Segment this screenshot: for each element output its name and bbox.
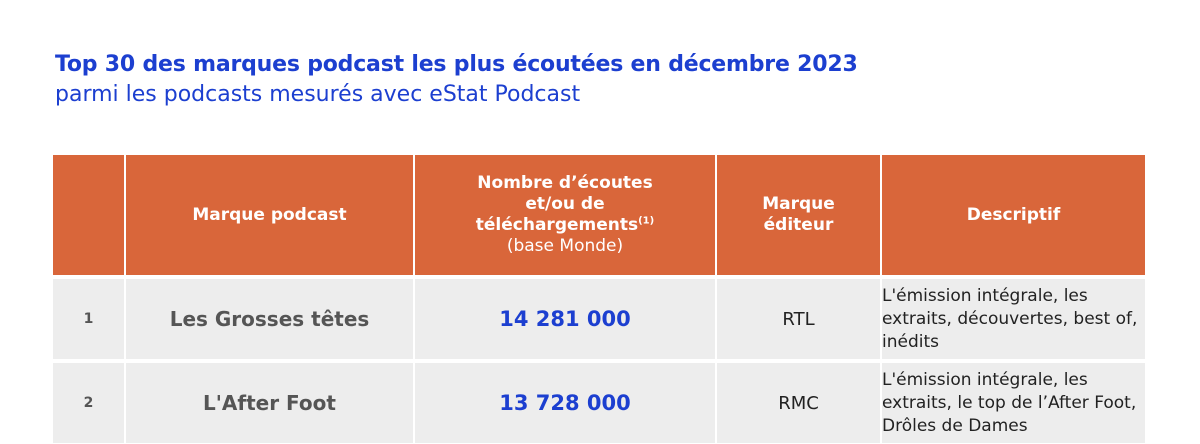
column-header-count-line2: et/ou de	[525, 194, 605, 214]
column-header-editor-line2: éditeur	[763, 215, 834, 235]
rank-cell: 1	[53, 279, 126, 363]
column-header-rank	[53, 155, 126, 279]
column-header-count-base: (base Monde)	[506, 236, 624, 256]
column-header-count-line1: Nombre d’écoutes	[477, 173, 653, 193]
description-cell: L'émission intégrale, les extraits, le t…	[882, 363, 1145, 444]
page-subtitle: parmi les podcasts mesurés avec eStat Po…	[55, 82, 581, 107]
table-header-row: Marque podcast Nombre d’écoutes et/ou de…	[53, 155, 1145, 279]
table-row: 2 L'After Foot 13 728 000 RMC L'émission…	[53, 363, 1145, 444]
rank-cell: 2	[53, 363, 126, 444]
page-title: Top 30 des marques podcast les plus écou…	[55, 52, 858, 77]
column-header-count-line3: téléchargements	[475, 215, 639, 235]
brand-cell: L'After Foot	[126, 363, 415, 444]
column-header-editor-line1: Marque	[762, 194, 835, 214]
brand-cell: Les Grosses têtes	[126, 279, 415, 363]
editor-cell: RTL	[717, 279, 882, 363]
column-header-editor: Marque éditeur	[717, 155, 882, 279]
column-header-count: Nombre d’écoutes et/ou de téléchargement…	[415, 155, 717, 279]
count-cell: 14 281 000	[415, 279, 717, 363]
table-row: 1 Les Grosses têtes 14 281 000 RTL L'émi…	[53, 279, 1145, 363]
description-cell: L'émission intégrale, les extraits, déco…	[882, 279, 1145, 363]
count-cell: 13 728 000	[415, 363, 717, 444]
column-header-brand: Marque podcast	[126, 155, 415, 279]
ranking-table: Marque podcast Nombre d’écoutes et/ou de…	[53, 155, 1145, 444]
editor-cell: RMC	[717, 363, 882, 444]
column-header-description: Descriptif	[882, 155, 1145, 279]
footnote-marker: (1)	[638, 215, 655, 227]
